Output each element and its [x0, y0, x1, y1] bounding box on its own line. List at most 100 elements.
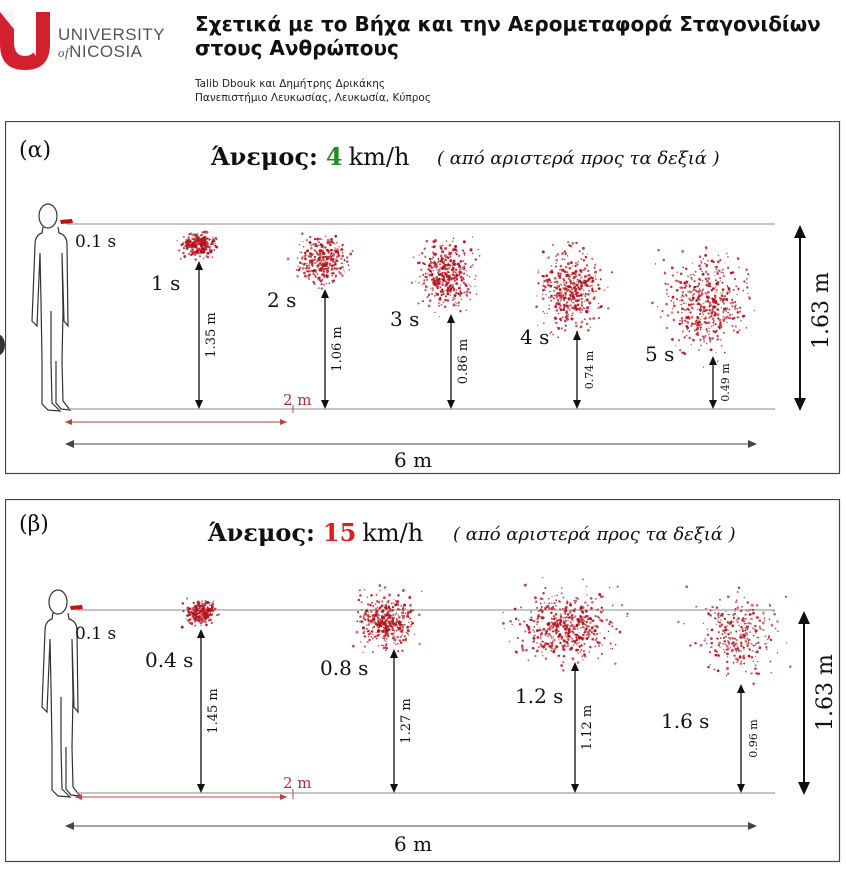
- height-arrow-head-down: [737, 784, 745, 793]
- panel-frame: [5, 499, 841, 863]
- height-label: 1.12 m: [580, 705, 595, 750]
- time-labels: 0.4 s 0.8 s 1.2 s 1.6 s: [145, 648, 709, 733]
- droplet-cloud: [502, 577, 629, 672]
- droplet-cloud: [535, 241, 613, 339]
- height-arrow-head-up: [321, 289, 329, 298]
- droplet-cloud: [410, 236, 481, 318]
- width-arrow-left: [65, 822, 74, 830]
- ref-arrow-left: [65, 419, 72, 425]
- side-handle[interactable]: [0, 334, 5, 356]
- droplet-clouds: [176, 230, 756, 368]
- panel-label: (α): [19, 138, 51, 163]
- time-label: 2 s: [267, 288, 296, 312]
- header: UNIVERSITY ofNICOSIA Σχετικά με το Βήχα …: [0, 0, 846, 120]
- wind-label-text: Άνεμος:: [207, 518, 315, 547]
- direction-note: ( από αριστερά προς τα δεξιά ): [453, 524, 736, 545]
- total-height-arrow-bottom: [794, 398, 806, 411]
- height-arrow-head-down: [197, 784, 205, 793]
- droplet-cloud: [176, 230, 218, 261]
- wind-label: Άνεμος: 4 km/h: [210, 142, 409, 171]
- authors-block: Talib Dbouk και Δημήτρης Δρικάκης Πανεπι…: [195, 77, 431, 105]
- height-label: 1.45 m: [206, 688, 221, 733]
- total-height-arrow-bottom: [798, 782, 810, 795]
- time-label: 1 s: [151, 271, 180, 295]
- width-arrow-left: [65, 440, 74, 448]
- time-label: 4 s: [520, 325, 549, 349]
- total-height-label: 1.63 m: [813, 654, 838, 731]
- height-arrows: 1.35 m 1.06 m 0.86 m 0.74 m 0.49 m: [195, 261, 732, 409]
- height-arrow-head-down: [709, 400, 717, 409]
- height-label: 1.27 m: [399, 698, 414, 743]
- width-arrow-right: [748, 440, 757, 448]
- wind-speed: 15: [323, 518, 356, 547]
- human-figure: [31, 203, 72, 412]
- university-of: of: [58, 45, 70, 60]
- height-arrow-head-up: [390, 649, 398, 658]
- total-height-arrow-top: [794, 225, 806, 238]
- wind-label: Άνεμος: 15 km/h: [207, 518, 423, 547]
- panel-b: (β) Άνεμος: 15 km/h ( από αριστερά προς τα…: [5, 499, 841, 863]
- mouth-jet: [60, 219, 73, 224]
- ref-distance-label: 2 m: [283, 774, 312, 792]
- ref-distance-label: 2 m: [283, 391, 312, 409]
- height-label: 0.86 m: [456, 339, 471, 384]
- height-arrow-head-up: [571, 662, 579, 671]
- height-label: 0.96 m: [747, 719, 760, 758]
- total-height-label: 1.63 m: [809, 272, 834, 349]
- height-arrow-head-down: [447, 400, 455, 409]
- height-label: 1.35 m: [204, 312, 219, 357]
- authors: Talib Dbouk και Δημήτρης Δρικάκης: [195, 78, 386, 90]
- wind-unit: km/h: [349, 143, 410, 171]
- title-line2: στους Ανθρώπους: [195, 36, 399, 60]
- ref-arrow-left: [75, 794, 82, 800]
- height-arrow-head-up: [447, 314, 455, 323]
- mouth-jet: [70, 605, 83, 610]
- university-name: UNIVERSITY ofNICOSIA: [58, 26, 165, 61]
- droplet-cloud: [351, 584, 423, 654]
- university-logo: [0, 12, 50, 70]
- height-arrow-head-down: [195, 400, 203, 409]
- total-width-label: 6 m: [394, 448, 432, 472]
- time-label: 5 s: [645, 342, 674, 366]
- height-arrow-head-up: [709, 356, 717, 365]
- wind-unit: km/h: [362, 519, 423, 547]
- droplet-cloud: [286, 232, 354, 290]
- affiliation: Πανεπιστήμιο Λευκωσίας, Λευκωσία, Κύπρος: [195, 92, 431, 104]
- height-arrow-head-down: [573, 400, 581, 409]
- droplet-cloud: [677, 585, 792, 689]
- panel-frame: [5, 121, 841, 475]
- droplet-clouds: [180, 577, 792, 689]
- panel-a: (α) Άνεμος: 4 km/h ( από αριστερά προς τα …: [5, 121, 841, 475]
- width-arrow-right: [748, 822, 757, 830]
- ref-arrow-right: [280, 794, 287, 800]
- time-label: 0.4 s: [145, 648, 193, 672]
- height-arrow-head-down: [571, 784, 579, 793]
- time-label: 1.2 s: [515, 684, 563, 708]
- title-line1: Σχετικά με το Βήχα και την Αερομεταφορά …: [195, 12, 821, 36]
- human-figure: [41, 589, 82, 798]
- height-arrow-head-up: [737, 684, 745, 693]
- mouth-time-label: 0.1 s: [75, 232, 116, 252]
- university-line1: UNIVERSITY: [58, 25, 166, 44]
- height-arrow-head-down: [390, 784, 398, 793]
- height-arrow-head-up: [195, 261, 203, 270]
- height-arrow-head-up: [197, 629, 205, 638]
- height-label: 0.74 m: [583, 350, 596, 389]
- ref-arrow-right: [280, 419, 287, 425]
- height-arrow-head-down: [321, 400, 329, 409]
- total-width-label: 6 m: [394, 832, 432, 856]
- total-height-arrow-top: [798, 611, 810, 624]
- page-title: Σχετικά με το Βήχα και την Αερομεταφορά …: [195, 12, 835, 60]
- mouth-time-label: 0.1 s: [75, 624, 116, 644]
- height-arrows: 1.45 m 1.27 m 1.12 m 0.96 m: [197, 629, 760, 793]
- panel-label: (β): [19, 512, 49, 537]
- university-line2: NICOSIA: [69, 42, 143, 61]
- height-label: 1.06 m: [330, 326, 345, 371]
- droplet-cloud: [650, 246, 756, 368]
- height-label: 0.49 m: [719, 363, 732, 402]
- direction-note: ( από αριστερά προς τα δεξιά ): [437, 148, 720, 169]
- time-label: 0.8 s: [320, 656, 368, 680]
- time-label: 3 s: [390, 307, 419, 331]
- wind-speed: 4: [326, 142, 343, 171]
- height-arrow-head-up: [573, 331, 581, 340]
